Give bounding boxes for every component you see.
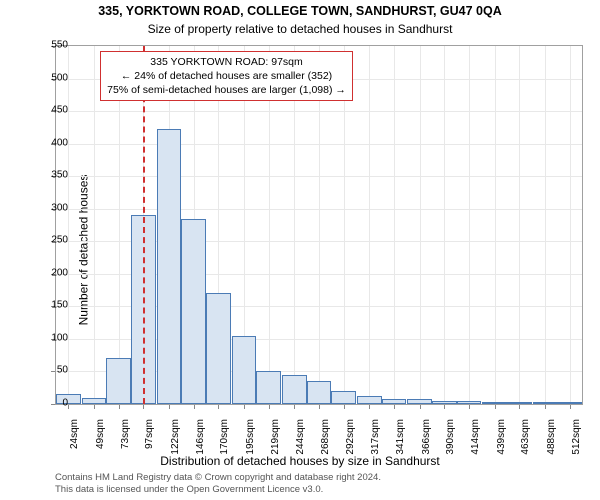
histogram-bar [533,402,558,404]
chart-title-main: 335, YORKTOWN ROAD, COLLEGE TOWN, SANDHU… [0,4,600,18]
histogram-bar [432,401,457,404]
y-tick-label: 450 [28,105,68,116]
y-tick-label: 100 [28,332,68,343]
gridline-v [394,46,395,404]
gridline-v [570,46,571,404]
histogram-bar [106,358,131,404]
gridline-v [495,46,496,404]
annotation-line-1: 335 YORKTOWN ROAD: 97sqm [107,55,346,69]
y-tick-label: 250 [28,235,68,246]
gridline-v [94,46,95,404]
caption-line-1: Contains HM Land Registry data © Crown c… [55,472,381,483]
gridline-v [519,46,520,404]
annotation-line-2: ← 24% of detached houses are smaller (35… [107,69,346,83]
histogram-bar [232,336,257,404]
histogram-bar [181,219,206,405]
x-axis-label: Distribution of detached houses by size … [0,454,600,468]
gridline-v [444,46,445,404]
y-tick-label: 300 [28,202,68,213]
histogram-bar [357,396,382,404]
histogram-bar [206,293,231,404]
gridline-v [369,46,370,404]
histogram-bar [82,398,107,405]
y-tick-label: 50 [28,365,68,376]
y-tick-label: 350 [28,170,68,181]
caption-line-2: This data is licensed under the Open Gov… [55,484,323,495]
gridline-v [68,46,69,404]
histogram-bar [331,391,356,404]
histogram-bar [507,402,532,404]
y-tick-label: 200 [28,267,68,278]
chart-caption: Contains HM Land Registry data © Crown c… [55,472,595,496]
property-size-chart: 335, YORKTOWN ROAD, COLLEGE TOWN, SANDHU… [0,0,600,500]
histogram-bar [457,401,482,404]
gridline-v [545,46,546,404]
histogram-bar [557,402,582,404]
gridline-v [420,46,421,404]
y-tick-label: 150 [28,300,68,311]
annotation-line-3: 75% of semi-detached houses are larger (… [107,83,346,97]
plot-area: 335 YORKTOWN ROAD: 97sqm← 24% of detache… [55,45,583,405]
annotation-box: 335 YORKTOWN ROAD: 97sqm← 24% of detache… [100,51,353,102]
histogram-bar [256,371,281,404]
histogram-bar [282,375,307,404]
y-tick-label: 0 [28,398,68,409]
histogram-bar [407,399,432,404]
histogram-bar [307,381,332,404]
chart-title-sub: Size of property relative to detached ho… [0,22,600,36]
y-tick-label: 400 [28,137,68,148]
gridline-v [469,46,470,404]
histogram-bar [382,399,407,404]
histogram-bar [157,129,182,404]
y-tick-label: 500 [28,72,68,83]
histogram-bar [482,402,507,404]
y-tick-label: 550 [28,40,68,51]
